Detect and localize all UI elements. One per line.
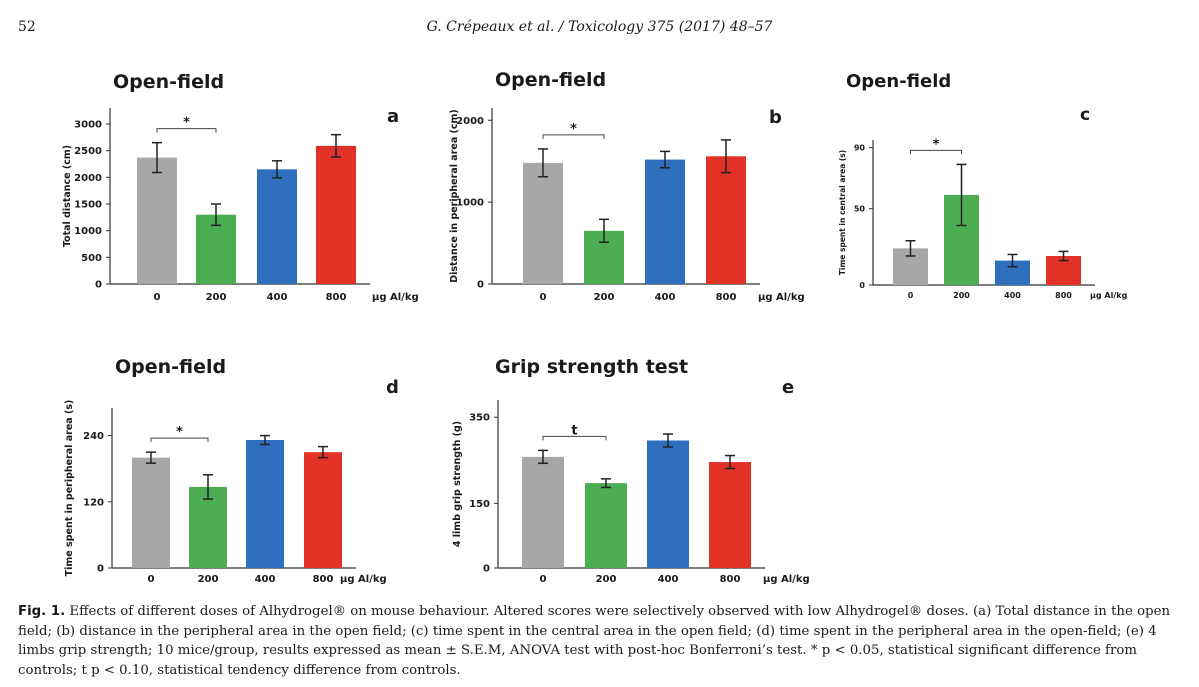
panel-b-y-label: Distance in peripheral area (cm) xyxy=(449,109,460,283)
caption-text: Effects of different doses of Alhydrogel… xyxy=(18,604,1171,678)
panel-e-y-tick-label: 0 xyxy=(483,564,490,575)
panel-d-category-label: 200 xyxy=(198,574,219,585)
panel-b-significance-bracket xyxy=(542,134,605,139)
panel-d-bar-400 xyxy=(246,440,284,568)
panel-e-category-label: 400 xyxy=(658,574,679,585)
panel-e-category-label: 200 xyxy=(596,574,617,585)
panel-d-letter: d xyxy=(386,377,399,398)
panel-e-significance-bracket xyxy=(542,435,607,441)
panel-d-y-tick-label: 120 xyxy=(83,497,104,508)
panel-b-category-label: 200 xyxy=(594,292,615,303)
panel-c-y-tick-label: 50 xyxy=(854,204,866,213)
panel-a-category-label: 400 xyxy=(267,292,288,303)
panel-b-letter: b xyxy=(769,107,782,128)
running-head: G. Crépeaux et al. / Toxicology 375 (201… xyxy=(426,19,773,35)
panel-c-category-label: 0 xyxy=(908,291,914,300)
panel-a-y-tick-label: 500 xyxy=(81,253,102,264)
panel-a-title: Open-field xyxy=(113,71,224,93)
panel-a-category-label: 0 xyxy=(154,292,161,303)
panel-e-bar-400 xyxy=(647,440,689,568)
panel-d-category-label: 800 xyxy=(313,574,334,585)
panel-a-bar-0 xyxy=(137,157,177,284)
panel-a-letter: a xyxy=(387,106,399,127)
page-number: 52 xyxy=(18,19,36,35)
panel-b-significance-label: * xyxy=(570,122,577,137)
panel-a-bar-200 xyxy=(196,214,236,284)
panel-d-y-label: Time spent in peripheral area (s) xyxy=(64,400,75,577)
panel-d-significance-bracket xyxy=(150,437,209,443)
panel-c-category-label: 800 xyxy=(1055,291,1072,300)
panel-a-significance-bracket xyxy=(156,128,217,133)
panel-a-y-tick-label: 3000 xyxy=(74,120,102,131)
panel-c-letter: c xyxy=(1080,105,1090,125)
panel-a-y-tick-label: 1000 xyxy=(74,226,102,237)
panel-a-category-label: 200 xyxy=(206,292,227,303)
panel-e-y-tick-label: 350 xyxy=(469,413,490,424)
panel-c-significance-bracket xyxy=(910,149,962,155)
panel-d-significance-label: * xyxy=(176,425,183,440)
panel-a-x-unit: µg Al/kg xyxy=(372,292,419,303)
panel-a-y-tick-label: 0 xyxy=(95,280,102,291)
panel-b-bar-400 xyxy=(645,159,685,284)
panel-e-bar-200 xyxy=(585,483,627,568)
panel-b-category-label: 400 xyxy=(655,292,676,303)
panel-d-bar-0 xyxy=(132,457,170,568)
panel-d-x-unit: µg Al/kg xyxy=(340,574,387,585)
panel-e-title: Grip strength test xyxy=(495,356,688,378)
panel-c-title: Open-field xyxy=(846,71,951,92)
panel-c-y-label: Time spent in central area (s) xyxy=(838,150,847,275)
panel-a-bar-800 xyxy=(316,145,356,284)
panel-c-x-unit: µg Al/kg xyxy=(1090,291,1128,300)
panel-a-category-label: 800 xyxy=(326,292,347,303)
panel-e-x-unit: µg Al/kg xyxy=(763,574,810,585)
page-header: 52 G. Crépeaux et al. / Toxicology 375 (… xyxy=(0,0,1199,50)
panel-d-y-tick-label: 0 xyxy=(97,564,104,575)
panel-c-category-label: 200 xyxy=(953,291,970,300)
panel-c-significance-label: * xyxy=(933,137,940,152)
figure-1: Open-fielda050010001500200025003000Total… xyxy=(62,69,1128,585)
panel-b-category-label: 800 xyxy=(716,292,737,303)
panel-e-y-tick-label: 150 xyxy=(469,499,490,510)
panel-d-bar-200 xyxy=(189,486,227,568)
figure-caption: Fig. 1. Effects of different doses of Al… xyxy=(18,602,1183,680)
panel-c-category-label: 400 xyxy=(1004,291,1021,300)
panel-d-category-label: 400 xyxy=(255,574,276,585)
panel-d-category-label: 0 xyxy=(148,574,155,585)
panel-b-y-tick-label: 2000 xyxy=(456,116,484,127)
panel-b-y-tick-label: 1000 xyxy=(456,198,484,209)
panel-e-bar-800 xyxy=(709,462,751,568)
panel-a-y-tick-label: 2000 xyxy=(74,173,102,184)
panel-b-category-label: 0 xyxy=(540,292,547,303)
panel-b-bar-0 xyxy=(523,162,563,284)
panel-a-bar-400 xyxy=(257,169,297,284)
panel-d-title: Open-field xyxy=(115,356,226,378)
panel-c-y-tick-label: 90 xyxy=(854,143,866,152)
panel-a-significance-label: * xyxy=(183,116,190,131)
panel-d-bar-800 xyxy=(304,452,342,568)
panel-e-letter: e xyxy=(782,377,794,398)
panel-a-y-tick-label: 2500 xyxy=(74,146,102,157)
panel-a-y-tick-label: 1500 xyxy=(74,200,102,211)
panel-b-y-tick-label: 0 xyxy=(477,280,484,291)
panel-d-y-tick-label: 240 xyxy=(83,431,104,442)
panel-e-bar-0 xyxy=(522,456,564,568)
panel-e-significance-label: t xyxy=(571,423,577,438)
panel-b-title: Open-field xyxy=(495,69,606,91)
panel-c-y-tick-label: 0 xyxy=(859,281,865,290)
caption-label: Fig. 1. xyxy=(18,604,66,619)
panel-e-category-label: 800 xyxy=(720,574,741,585)
panel-e-y-label: 4 limb grip strength (g) xyxy=(452,421,463,547)
panel-a-y-label: Total distance (cm) xyxy=(62,145,73,247)
panel-e-category-label: 0 xyxy=(540,574,547,585)
panel-b-bar-800 xyxy=(706,156,746,284)
panel-b-x-unit: µg Al/kg xyxy=(758,292,805,303)
